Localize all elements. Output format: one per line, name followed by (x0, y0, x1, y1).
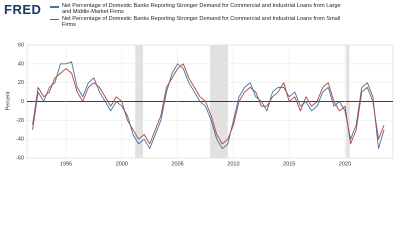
x-tick-label: 1995 (60, 161, 72, 167)
x-tick-label: 2015 (283, 161, 295, 167)
y-tick-label: 40 (18, 61, 24, 67)
page: FRED Net Percentage of Domestic Banks Re… (4, 2, 394, 168)
legend-swatch (50, 18, 59, 21)
y-tick-label: 60 (18, 42, 24, 48)
x-tick-label: 2020 (339, 161, 351, 167)
x-tick-label: 2010 (227, 161, 239, 167)
x-tick-label: 2000 (116, 161, 128, 167)
legend-swatch (50, 6, 59, 8)
legend-item: Net Percentage of Domestic Banks Reporti… (50, 3, 350, 16)
series-line (32, 63, 385, 145)
y-tick-label: 20 (18, 80, 24, 86)
y-tick-label: 0 (21, 99, 24, 105)
legend: Net Percentage of Domestic Banks Reporti… (50, 3, 350, 29)
y-tick-label: -40 (16, 137, 24, 143)
legend-label: Net Percentage of Domestic Banks Reporti… (62, 3, 341, 16)
y-axis-label: Percent (5, 91, 11, 110)
y-tick-label: -60 (16, 155, 24, 161)
chart: Percent -60 -40 -20 0 20 40 60 1995 2000 2005 2010… (5, 42, 394, 167)
x-tick-label: 2005 (172, 161, 184, 167)
legend-item: Net Percentage of Domestic Banks Reporti… (50, 16, 350, 29)
y-tick-label: -20 (16, 118, 24, 124)
legend-label: Net Percentage of Domestic Banks Reporti… (62, 15, 341, 29)
series-line (32, 61, 385, 150)
logo: FRED (4, 2, 42, 17)
